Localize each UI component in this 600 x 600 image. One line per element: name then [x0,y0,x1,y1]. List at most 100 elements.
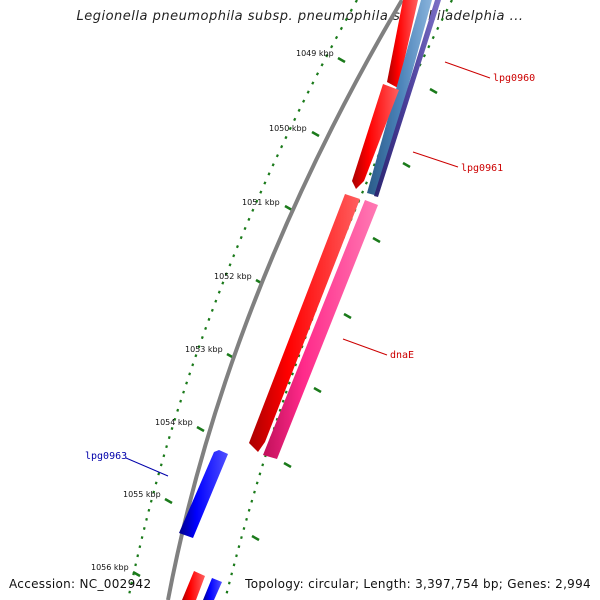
scale-dot [334,35,339,40]
label-dnaE[interactable]: dnaE [390,350,414,361]
scale-dot [271,163,275,167]
gene-lpg0961[interactable] [352,84,399,189]
scale-dot [221,281,225,285]
scale-dot [217,290,221,294]
scale-dot [157,472,161,476]
kbp-label-1055: 1055 kbp [123,490,161,499]
leader-dnaE [342,338,388,356]
inner-track-dot [275,417,279,421]
inner-track-dot [364,181,368,185]
inner-track-dot [235,554,238,558]
inner-track-dot [422,54,426,58]
kbp-label-1056: 1056 kbp [91,563,129,572]
gene-lpg0960-strand[interactable] [374,0,441,197]
scale-dot [214,299,218,303]
gene-lpg0963[interactable] [179,450,228,538]
inner-track-dot [361,190,365,194]
scale-dot [315,72,320,76]
inner-major-tick [402,161,411,169]
inner-track-dot [225,590,229,594]
scale-dot [197,345,201,349]
scale-dot [267,172,271,176]
scale-dot [247,217,251,222]
gene-lpg0960[interactable] [367,0,432,196]
inner-track-dot [297,354,301,358]
kbp-major-tick [196,425,205,433]
scale-dot [200,335,204,340]
inner-track-dot [368,172,372,176]
scale-dot [154,481,158,485]
scale-dot [325,54,329,58]
scale-dot [149,499,153,503]
inner-track-dot [230,572,234,576]
kbp-major-tick [337,56,346,64]
inner-track-dot [232,563,236,567]
inner-track-dot [250,499,254,503]
scale-dot [224,272,228,276]
inner-major-tick [429,87,438,95]
scale-dot [251,208,255,212]
gene-features[interactable] [179,0,441,600]
inner-track-dot [431,35,435,40]
scale-dot [259,190,263,194]
scale-dot [134,563,137,567]
inner-track-dot [255,481,259,485]
inner-track-dot [287,381,291,385]
scale-dot [159,463,163,467]
inner-track-dot [258,472,262,476]
scale-dot [239,235,243,240]
scale-dot [344,17,348,22]
scale-dot [311,81,315,85]
inner-track-dot [436,26,440,31]
scale-dot [204,326,208,331]
scale-dot [349,8,353,13]
scale-dot [142,527,146,530]
scale-dot [243,226,247,231]
scale-dot [145,517,148,521]
scale-dot [140,536,144,540]
inner-major-tick [343,312,352,320]
inner-track-dot [449,0,453,3]
scale-dot [188,372,192,376]
gene-dnaE[interactable] [263,200,378,459]
gene-blue-bottom[interactable] [203,578,222,600]
scale-dot [191,363,195,367]
gene-red-top[interactable] [387,0,418,88]
label-lpg0963[interactable]: lpg0963 [85,451,127,462]
label-lpg0960[interactable]: lpg0960 [493,73,535,84]
scale-dot [297,108,301,112]
leader-lpg0963 [125,457,169,477]
scale-dot [138,545,142,549]
scale-dot [339,26,344,31]
label-lpg0961[interactable]: lpg0961 [461,163,503,174]
kbp-label-1051: 1051 kbp [242,198,280,207]
inner-major-tick [313,386,322,394]
scale-dot [255,199,259,203]
scale-dot [207,317,211,321]
inner-track-dot [290,372,294,376]
scale-dot [354,0,358,3]
scale-dot [167,436,171,440]
scale-dot [130,581,133,585]
inner-major-tick [251,534,260,542]
inner-track-dot [445,8,449,12]
kbp-label-1050: 1050 kbp [269,124,307,133]
kbp-major-tick [284,204,293,212]
scale-dot [128,590,131,594]
scale-dot [152,490,156,494]
scale-dot [162,454,166,458]
scale-dot [263,181,267,185]
scale-dot [147,508,151,512]
inner-major-tick [283,461,292,469]
scale-dot [185,381,189,385]
scale-dot [136,554,140,558]
gene-dnaE-neighbor[interactable] [249,194,360,452]
scale-dot [232,254,236,258]
accession-info: Accession: NC_002942 [9,577,152,591]
scale-dot [293,117,297,122]
scale-dot [170,426,174,430]
scale-dot [284,135,288,140]
gene-red-bottom[interactable] [182,571,205,600]
inner-track-dot [372,163,376,167]
